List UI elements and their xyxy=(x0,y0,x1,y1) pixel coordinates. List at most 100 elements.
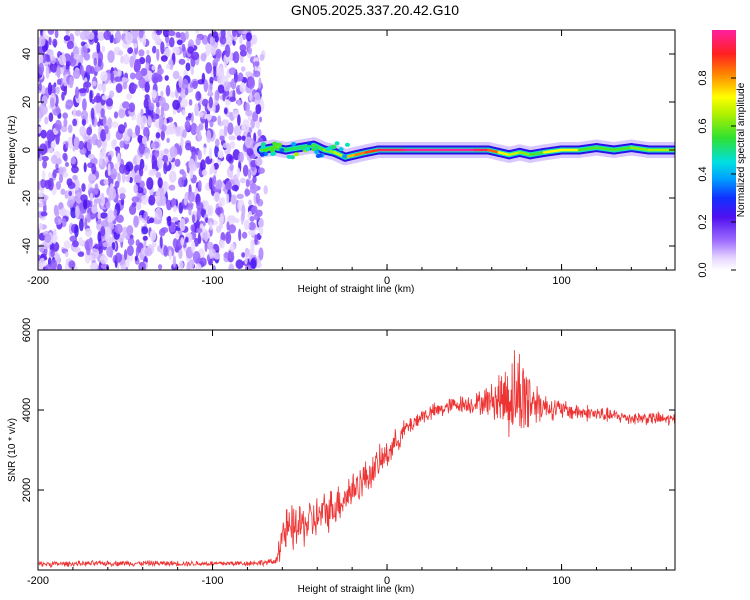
spectrogram-noise-cell xyxy=(118,187,127,195)
spectrogram-noise-cell xyxy=(233,125,242,137)
spectrogram-noise-cell xyxy=(172,99,181,111)
spectrogram-signal-segment xyxy=(630,146,651,152)
spectrogram-noise-cell xyxy=(67,124,73,134)
spectrogram-noise-cell xyxy=(50,141,56,149)
spectrogram-noise-cell xyxy=(65,251,69,258)
spectrogram-noise-cell xyxy=(40,257,45,264)
spectrogram-noise-cell xyxy=(229,96,237,102)
spectrogram-noise-cell xyxy=(52,169,57,179)
spectrogram-noise-cell xyxy=(225,35,232,42)
spectrogram-noise-cell xyxy=(59,208,68,217)
spectrogram-noise-cell xyxy=(70,51,74,64)
spectrogram-noise-cell xyxy=(255,103,262,115)
spectrogram-noise-cell xyxy=(78,88,87,94)
spectrogram-noise-cell xyxy=(103,226,112,240)
spectrogram-noise-cell xyxy=(209,83,213,91)
spectrogram-signal-blob xyxy=(342,154,347,159)
spectrogram-noise-cell xyxy=(244,189,251,196)
spectrogram-noise-cell xyxy=(75,86,79,99)
spectrogram-noise-cell xyxy=(163,245,168,257)
spectrogram-noise-cell xyxy=(144,247,153,257)
y-tick-label: 0 xyxy=(21,147,33,153)
spectrogram-noise-cell xyxy=(97,31,105,41)
spectrogram-noise-cell xyxy=(111,121,119,128)
spectrogram-noise-cell xyxy=(49,60,58,73)
spectrogram-noise-cell xyxy=(188,158,195,170)
spectrogram-noise-cell xyxy=(157,156,163,170)
spectrogram-noise-cell xyxy=(38,222,43,231)
spectrogram-noise-cell xyxy=(155,189,161,203)
spectrogram-noise-cell xyxy=(65,60,71,67)
spectrogram-noise-cell xyxy=(182,109,186,117)
spectrogram-noise-cell xyxy=(154,33,161,45)
spectrogram-noise-cell xyxy=(84,217,88,230)
spectrogram-noise-cell xyxy=(105,98,114,107)
spectrogram-noise-cell xyxy=(250,239,255,252)
spectrogram-noise-cell xyxy=(175,31,181,38)
spectrogram-noise-cell xyxy=(233,174,238,184)
spectrogram-noise-cell xyxy=(155,132,161,139)
spectrogram-noise-cell xyxy=(38,45,43,55)
snr-frame xyxy=(37,329,676,571)
spectrogram-noise-cell xyxy=(245,109,253,117)
spectrogram-noise-cell xyxy=(236,167,241,178)
spectrogram-noise-cell xyxy=(108,154,112,163)
spectrogram-noise-cell xyxy=(168,123,176,135)
y-tick-label: 20 xyxy=(21,96,33,108)
spectrogram-noise-cell xyxy=(100,108,105,118)
spectrogram-noise-cell xyxy=(63,35,70,42)
spectrogram-noise-cell xyxy=(129,55,134,68)
spectrogram-noise-cell xyxy=(41,155,49,162)
spectrogram-noise-cell xyxy=(259,226,264,236)
spectrogram-noise-cell xyxy=(59,174,63,184)
spectrogram-noise-cell xyxy=(191,240,196,253)
x-tick-label: -100 xyxy=(202,275,224,287)
spectrogram-noise-cell xyxy=(208,96,213,109)
spectrogram-noise-cell xyxy=(213,252,221,260)
spectrogram-noise-cell xyxy=(113,208,118,217)
spectrogram-noise-cell xyxy=(138,49,145,57)
spectrogram-noise-cell xyxy=(212,31,219,39)
spectrogram-noise-cell xyxy=(158,149,165,160)
spectrogram-noise-cell xyxy=(48,172,52,179)
spectrogram-noise-cell xyxy=(226,193,230,204)
spectrogram-noise-cell xyxy=(204,240,208,253)
spectrogram-noise-cell xyxy=(48,112,54,122)
spectrogram-signal-segment xyxy=(507,151,521,157)
spectrogram-noise-cell xyxy=(126,245,134,256)
spectrogram-noise-cell xyxy=(254,185,258,192)
spectrogram-noise-cell xyxy=(129,72,136,80)
spectrogram-noise-cell xyxy=(78,140,84,150)
spectrogram-noise-cell xyxy=(177,87,182,93)
spectrogram-noise-cell xyxy=(254,234,258,245)
spectrogram-noise-cell xyxy=(204,118,208,131)
spectrogram-noise-cell xyxy=(148,102,155,111)
spectrogram-noise-cell xyxy=(212,58,218,68)
spectrogram-noise-cell xyxy=(164,47,171,58)
spectrogram-noise-cell xyxy=(213,65,217,78)
spectrogram-noise-cell xyxy=(247,76,255,90)
spectrogram-noise-cell xyxy=(230,194,237,205)
spectrogram-noise-cell xyxy=(109,90,115,98)
spectrogram-noise-cell xyxy=(237,72,244,82)
spectrogram-y-ticks: -40 -20 0 20 40 xyxy=(21,48,675,254)
spectrogram-noise-cell xyxy=(236,193,244,199)
spectrogram-noise-cell xyxy=(249,216,255,222)
spectrogram-noise-cell xyxy=(198,123,204,131)
spectrogram-noise-cell xyxy=(156,48,160,61)
spectrogram-signal-segment xyxy=(577,146,598,152)
spectrogram-noise-cell xyxy=(121,77,129,83)
spectrogram-noise-cell xyxy=(124,260,130,269)
spectrogram-noise-cell xyxy=(48,36,52,46)
colorbar-tick-label: 0.6 xyxy=(697,118,709,133)
spectrogram-noise-cell xyxy=(146,49,150,56)
snr-series-line xyxy=(38,350,675,569)
spectrogram-noise-cell xyxy=(253,61,260,67)
spectrogram-noise-cell xyxy=(219,213,224,225)
spectrogram-noise-cell xyxy=(247,47,253,55)
spectrogram-noise-cell xyxy=(179,218,186,232)
spectrogram-noise-cell xyxy=(196,227,203,234)
spectrogram-noise-cell xyxy=(248,169,252,180)
spectrogram-noise-cell xyxy=(227,215,234,222)
spectrogram-noise-cell xyxy=(160,130,165,141)
